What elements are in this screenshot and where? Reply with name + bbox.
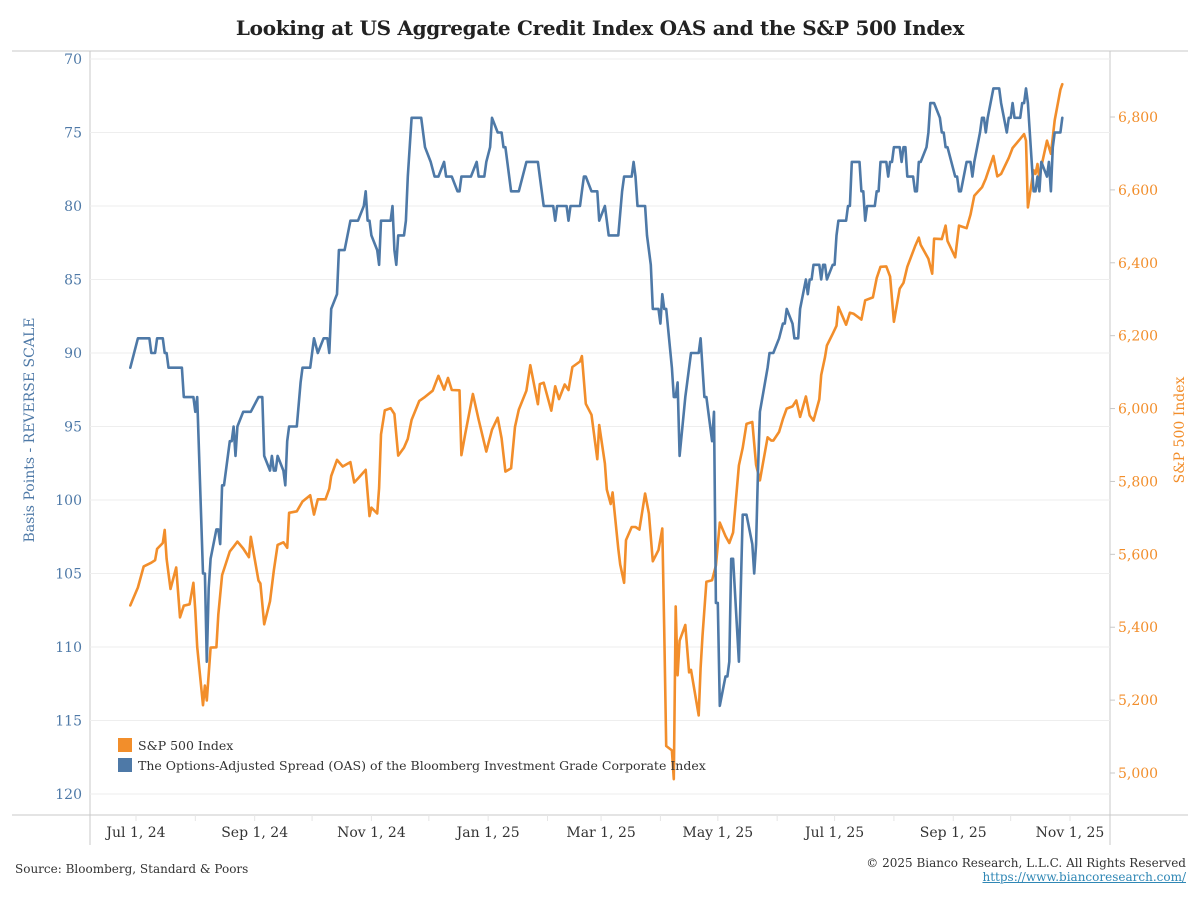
left-tick-label: 120 bbox=[55, 787, 82, 803]
x-tick-label: Jan 1, 25 bbox=[455, 825, 520, 841]
right-tick-label: 5,600 bbox=[1118, 547, 1158, 563]
left-tick-label: 115 bbox=[55, 714, 82, 730]
copyright-note: © 2025 Bianco Research, L.L.C. All Right… bbox=[866, 856, 1186, 870]
legend: S&P 500 Index The Options-Adjusted Sprea… bbox=[118, 735, 706, 775]
legend-item-sp500: S&P 500 Index bbox=[118, 735, 706, 755]
left-tick-label: 80 bbox=[64, 199, 82, 215]
oas-line bbox=[129, 87, 1064, 708]
x-axis-ticks: Jul 1, 24 Sep 1, 24 Nov 1, 24 Jan 1, 25 Mar … bbox=[104, 815, 1104, 841]
x-tick-label: Sep 1, 25 bbox=[920, 825, 987, 841]
right-tick-label: 5,400 bbox=[1118, 620, 1158, 636]
x-tick-label: Mar 1, 25 bbox=[566, 825, 635, 841]
left-tick-label: 85 bbox=[64, 273, 82, 289]
right-tick-label: 5,800 bbox=[1118, 474, 1158, 490]
right-tick-label: 6,200 bbox=[1118, 329, 1158, 345]
legend-label-sp500: S&P 500 Index bbox=[138, 737, 234, 753]
legend-item-oas: The Options-Adjusted Spread (OAS) of the… bbox=[118, 755, 706, 775]
right-tick-label: 6,400 bbox=[1118, 256, 1158, 272]
right-tick-label: 6,600 bbox=[1118, 183, 1158, 199]
left-tick-label: 95 bbox=[64, 420, 82, 436]
source-note: Source: Bloomberg, Standard & Poors bbox=[15, 862, 249, 876]
left-tick-label: 70 bbox=[64, 52, 82, 68]
legend-swatch-oas bbox=[118, 758, 132, 772]
right-axis-ticks: 5,000 5,200 5,400 5,600 5,800 6,000 6,200 6,400… bbox=[1110, 110, 1158, 782]
right-tick-label: 6,800 bbox=[1118, 110, 1158, 126]
left-tick-label: 75 bbox=[64, 126, 82, 142]
right-axis-label: S&P 500 Index bbox=[1172, 377, 1188, 484]
website-link[interactable]: https://www.biancoresearch.com/ bbox=[982, 870, 1186, 884]
sp500-line bbox=[129, 82, 1064, 781]
left-tick-label: 105 bbox=[55, 567, 82, 583]
x-tick-label: May 1, 25 bbox=[683, 825, 754, 841]
left-tick-label: 90 bbox=[64, 346, 82, 362]
legend-label-oas: The Options-Adjusted Spread (OAS) of the… bbox=[138, 757, 706, 773]
x-tick-label: Nov 1, 25 bbox=[1036, 825, 1105, 841]
right-tick-label: 5,000 bbox=[1118, 766, 1158, 782]
left-tick-label: 110 bbox=[55, 640, 82, 656]
left-axis-label: Basis Points - REVERSE SCALE bbox=[22, 318, 38, 543]
x-tick-label: Nov 1, 24 bbox=[337, 825, 406, 841]
legend-swatch-sp500 bbox=[118, 738, 132, 752]
left-axis-ticks: 70 75 80 85 90 95 100 105 110 115 120 bbox=[55, 52, 82, 803]
x-tick-label: Sep 1, 24 bbox=[221, 825, 288, 841]
right-tick-label: 6,000 bbox=[1118, 402, 1158, 418]
x-tick-label: Jul 1, 25 bbox=[803, 825, 864, 841]
x-tick-label: Jul 1, 24 bbox=[104, 825, 165, 841]
left-tick-label: 100 bbox=[55, 493, 82, 509]
series-lines bbox=[129, 82, 1064, 781]
right-tick-label: 5,200 bbox=[1118, 693, 1158, 709]
chart-title: Looking at US Aggregate Credit Index OAS… bbox=[235, 16, 965, 40]
chart-frame bbox=[12, 50, 1188, 845]
